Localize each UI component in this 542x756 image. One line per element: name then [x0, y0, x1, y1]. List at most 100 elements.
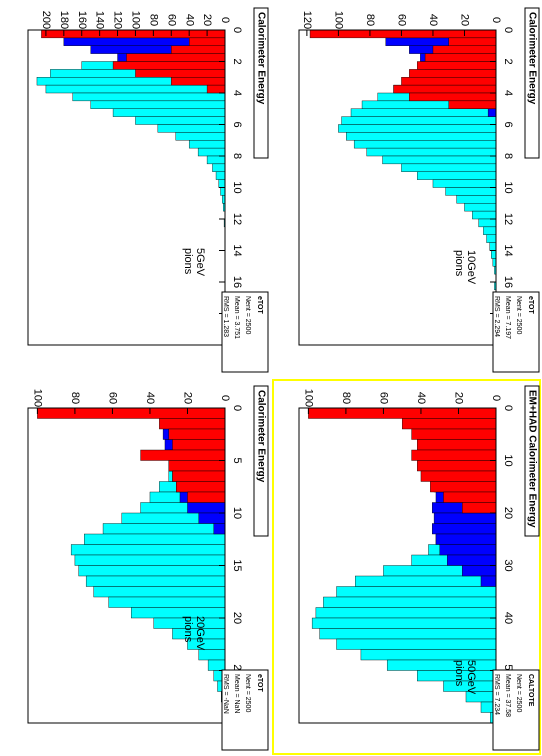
- histogram-bar: [424, 53, 497, 62]
- chart-title: EM+HAD Calorimeter Energy: [526, 390, 537, 528]
- histogram-bar: [197, 147, 226, 157]
- histogram-bar: [188, 37, 226, 46]
- histogram-bar: [102, 523, 226, 535]
- highlight-frame: [272, 379, 541, 755]
- histogram-bar: [417, 171, 497, 180]
- stats-box: [221, 291, 269, 373]
- y-tick-label: 160: [76, 11, 88, 29]
- stats-name: eTOT: [256, 296, 263, 314]
- histogram-bar: [491, 250, 497, 259]
- histogram-bar: [85, 575, 226, 587]
- histogram-bar: [218, 179, 226, 188]
- x-tick-label: 0: [502, 27, 514, 33]
- histogram-bar: [360, 649, 497, 661]
- x-tick-label: 40: [502, 612, 514, 624]
- y-tick-label: 60: [396, 14, 408, 26]
- stats-box: [492, 669, 540, 751]
- x-tick-label: 6: [231, 121, 243, 127]
- y-tick-label: 100: [130, 11, 142, 29]
- histogram-bar: [84, 533, 226, 545]
- x-tick-label: 12: [231, 213, 243, 225]
- histogram-bar: [435, 533, 497, 545]
- histogram-bar: [411, 428, 497, 440]
- histogram-bar: [439, 544, 497, 556]
- x-tick-label: 4: [231, 90, 243, 96]
- histogram-bar: [74, 554, 226, 566]
- histogram-bar: [338, 124, 497, 133]
- stats-line: Mean = 3.751: [233, 296, 240, 339]
- histogram-bar: [171, 77, 226, 86]
- y-tick-label: 60: [107, 392, 119, 404]
- histogram-bar: [430, 481, 497, 493]
- histogram-bar: [456, 195, 497, 204]
- histogram-bar: [41, 29, 226, 39]
- y-tick-label: 20: [459, 14, 471, 26]
- histogram-bar: [480, 575, 497, 587]
- y-tick-label: 20: [201, 14, 213, 26]
- y-tick-label: 40: [415, 392, 427, 404]
- histogram-bar: [130, 607, 226, 619]
- histogram-bar: [401, 418, 497, 430]
- histogram-bar: [215, 171, 226, 180]
- histogram-bar: [336, 638, 497, 650]
- x-tick-label: 2: [502, 58, 514, 64]
- histogram-bar: [70, 544, 226, 556]
- histogram-bar: [187, 491, 226, 503]
- histogram-bar: [448, 100, 497, 109]
- histogram-bar: [172, 470, 226, 482]
- histogram-bar: [168, 428, 226, 440]
- y-tick-label: 80: [69, 392, 81, 404]
- stats-box: [221, 669, 269, 751]
- histogram-bar: [45, 84, 226, 94]
- stats-name: CALTOTE: [527, 674, 534, 707]
- histogram-bar: [411, 449, 497, 461]
- histogram-bar: [350, 108, 497, 117]
- histogram-bar: [417, 439, 497, 451]
- stats-line: Nent = 2500: [244, 296, 251, 334]
- y-tick-label: 120: [301, 11, 313, 29]
- x-tick-label: 8: [502, 153, 514, 159]
- y-tick-label: 0: [219, 395, 231, 401]
- x-tick-label: 0: [231, 27, 243, 33]
- annotation-label: 10GeV: [465, 250, 477, 285]
- y-tick-label: 0: [219, 17, 231, 23]
- stats-name: eTOT: [256, 674, 263, 692]
- x-tick-label: 14: [231, 244, 243, 256]
- histogram-bar: [486, 234, 497, 243]
- x-tick-label: 5: [231, 457, 243, 463]
- title-box: [524, 7, 540, 159]
- chart-title: Calorimeter Energy: [255, 12, 266, 105]
- x-tick-label: 8: [231, 153, 243, 159]
- x-tick-label: 4: [502, 90, 514, 96]
- stats-line: RMS = 7.234: [493, 674, 500, 715]
- y-tick-label: 20: [182, 392, 194, 404]
- annotation-label: 20GeV: [194, 616, 206, 651]
- histogram-bar: [112, 108, 226, 117]
- stats-line: Mean = 7.197: [504, 296, 511, 339]
- annotation-label: 50GeV: [465, 660, 477, 695]
- histogram-bar: [445, 187, 497, 196]
- histogram-bar: [187, 502, 226, 514]
- histogram-bar: [93, 586, 226, 598]
- x-tick-label: 16: [502, 276, 514, 288]
- histogram-bar: [386, 659, 497, 671]
- histogram-bar: [198, 512, 226, 524]
- histogram-bar: [355, 575, 497, 587]
- y-tick-label: 100: [302, 389, 314, 407]
- histogram-bar: [171, 45, 226, 54]
- histogram-bar: [447, 554, 497, 566]
- stats-name: eTOT: [527, 296, 534, 314]
- histogram-bar: [212, 163, 226, 172]
- x-tick-label: 30: [502, 559, 514, 571]
- y-tick-label: 140: [94, 11, 106, 29]
- histogram-bar: [198, 649, 226, 661]
- histogram-bar: [401, 163, 497, 172]
- x-tick-label: 20: [231, 612, 243, 624]
- histogram-bar: [462, 565, 497, 577]
- histogram-bar: [341, 116, 497, 125]
- histogram-bar: [483, 226, 497, 235]
- y-tick-label: 20: [453, 392, 465, 404]
- histogram-bar: [168, 460, 226, 472]
- x-tick-label: 14: [502, 244, 514, 256]
